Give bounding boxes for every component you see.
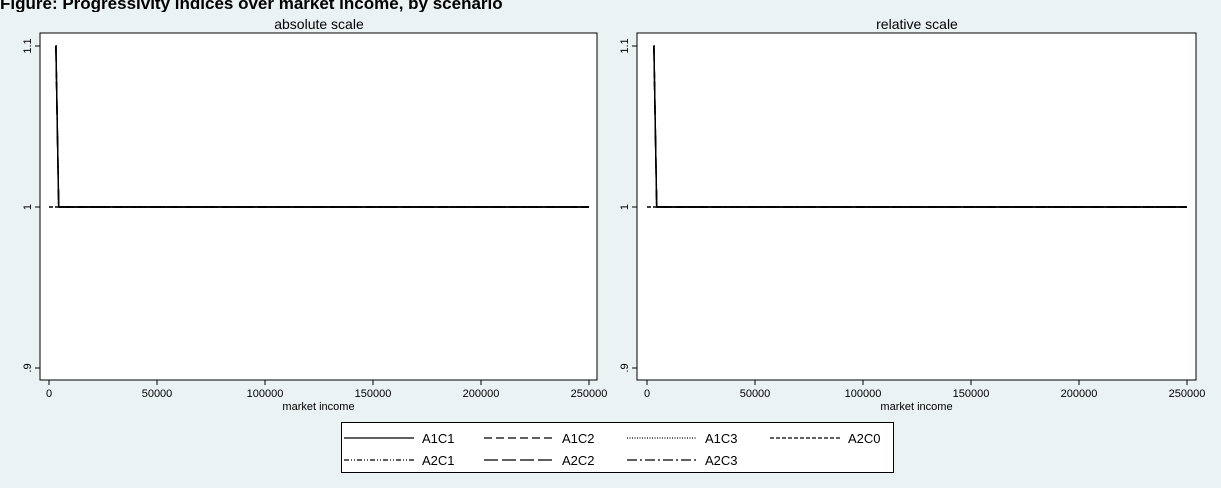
legend-label: A2C2	[562, 452, 595, 468]
y-tick-label: 1	[22, 204, 34, 210]
legend-item-a1c3: A1C3	[625, 428, 738, 448]
panel-title-relative: relative scale	[876, 16, 958, 32]
legend-swatch	[484, 437, 554, 439]
legend-label: A2C0	[848, 430, 881, 446]
x-tick-label: 200000	[463, 388, 500, 400]
x-tick-label: 200000	[1061, 388, 1098, 400]
x-tick-label: 100000	[247, 388, 284, 400]
y-tick-label: 1	[619, 204, 631, 210]
legend-swatch	[627, 459, 697, 461]
x-tick-label: 0	[46, 388, 52, 400]
legend-item-a2c3: A2C3	[625, 450, 738, 470]
x-tick-label: 150000	[355, 388, 392, 400]
legend-item-a1c2: A1C2	[482, 428, 595, 448]
legend-label: A2C1	[422, 452, 455, 468]
legend: A1C1 A1C2 A1C3 A2C0 A2C1 A2C2 A2C3	[341, 422, 894, 473]
page-title: Figure: Progressivity indices over marke…	[0, 0, 503, 12]
legend-item-a2c0: A2C0	[768, 428, 881, 448]
x-tick-label: 100000	[845, 388, 882, 400]
legend-swatch	[344, 459, 414, 461]
x-tick-label: 250000	[571, 388, 608, 400]
legend-label: A1C1	[422, 430, 455, 446]
y-tick-label: .9	[22, 363, 34, 372]
legend-item-a1c1: A1C1	[342, 428, 455, 448]
series-line-a2c3	[55, 45, 589, 208]
legend-swatch	[627, 437, 697, 439]
y-tick-label: .9	[619, 363, 631, 372]
y-tick-label: 1.1	[22, 38, 34, 53]
legend-label: A2C3	[705, 452, 738, 468]
legend-swatch	[770, 437, 840, 439]
legend-label: A1C3	[705, 430, 738, 446]
legend-item-a2c2: A2C2	[482, 450, 595, 470]
legend-item-a2c1: A2C1	[342, 450, 455, 470]
series-line-a2c3	[653, 45, 1187, 208]
legend-swatch	[484, 459, 554, 461]
x-tick-label: 50000	[740, 388, 771, 400]
legend-label: A1C2	[562, 430, 595, 446]
x-tick-label: 150000	[953, 388, 990, 400]
x-tick-label: 250000	[1169, 388, 1206, 400]
x-tick-label: 0	[644, 388, 650, 400]
panel-title-absolute: absolute scale	[274, 16, 364, 32]
x-axis-label: market income	[880, 401, 952, 413]
y-tick-label: 1.1	[619, 38, 631, 53]
x-axis-label: market income	[282, 401, 354, 413]
legend-swatch	[344, 437, 414, 439]
x-tick-label: 50000	[142, 388, 173, 400]
